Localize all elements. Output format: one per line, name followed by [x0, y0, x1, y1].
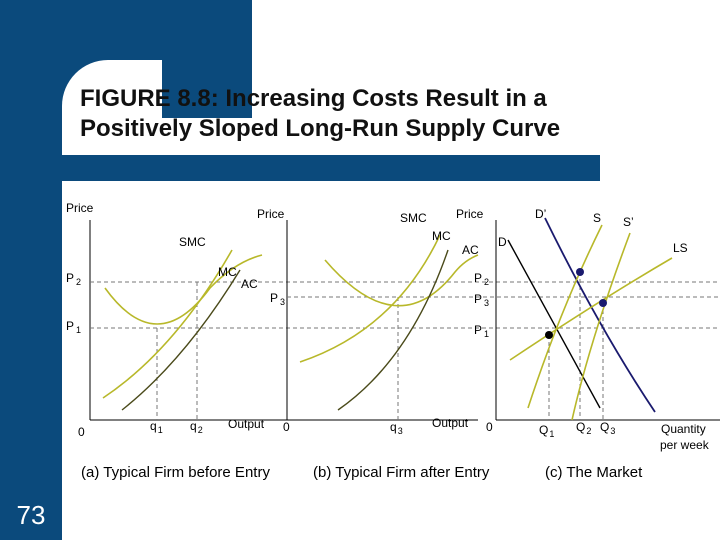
- panel-c-Q2-label: Q2: [576, 420, 591, 436]
- panel-c-s-label: S: [593, 211, 601, 225]
- panel-b-ac-curve: [324, 254, 479, 307]
- panel-c-Q1-label: Q1: [539, 423, 554, 439]
- title-underline-bar: [62, 155, 600, 181]
- panel-b-origin: 0: [283, 420, 290, 434]
- panel-b-price-label: Price: [257, 207, 285, 221]
- panel-a-ac-curve: [104, 254, 263, 325]
- panel-c-price-label: Price: [456, 207, 484, 221]
- panel-c-d-label: D: [498, 235, 507, 249]
- panel-a-smc-label: SMC: [179, 235, 206, 249]
- page-number: 73: [16, 500, 46, 530]
- panel-c-supply-s-prime: [571, 232, 631, 421]
- slide-title-line2: Positively Sloped Long-Run Supply Curve: [80, 115, 561, 142]
- panel-c-Q3-label: Q3: [600, 420, 615, 436]
- panel-a-price-label: Price: [66, 201, 94, 215]
- panel-b-output-label: Output: [432, 416, 469, 430]
- panel-c-quantity-label-line2: per week: [660, 438, 710, 452]
- panel-c-ls-label: LS: [673, 241, 688, 255]
- panel-a-mc-label: MC: [218, 265, 237, 279]
- panel-b-smc-curve: [299, 234, 441, 363]
- panel-a-caption: (a) Typical Firm before Entry: [81, 464, 270, 481]
- slide-side-band: [0, 0, 62, 540]
- slide-corner-curve: [62, 60, 162, 160]
- panel-a-origin: 0: [78, 425, 85, 439]
- panel-a-output-label: Output: [228, 417, 265, 431]
- panel-b-smc-label: SMC: [400, 211, 427, 225]
- panel-a-q2-label: q2: [190, 419, 203, 435]
- panel-c-caption: (c) The Market: [545, 464, 643, 481]
- panel-c-demand-d: [507, 239, 601, 409]
- panel-b-q3-label: q3: [390, 420, 403, 436]
- panel-b-caption: (b) Typical Firm after Entry: [313, 464, 490, 481]
- panel-c-origin: 0: [486, 420, 493, 434]
- panel-c-long-run-supply: [509, 257, 673, 361]
- panel-a-ac-label: AC: [241, 277, 258, 291]
- panel-c-supply-s: [527, 224, 603, 409]
- panel-c-demand-d-prime: [544, 217, 656, 413]
- slide-title-line1: FIGURE 8.8: Increasing Costs Result in a: [80, 85, 547, 112]
- equilibrium-point-initial: [545, 331, 553, 339]
- panel-c-quantity-label-line1: Quantity: [661, 422, 706, 436]
- panel-c-s-prime-label: S’: [623, 215, 634, 229]
- panel-c-d-prime-label: D’: [535, 207, 546, 221]
- panel-b-ac-label: AC: [462, 243, 479, 257]
- panel-a-mc-curve: [121, 269, 241, 411]
- panel-b-mc-label: MC: [432, 229, 451, 243]
- panel-b-mc-curve: [337, 249, 449, 411]
- slide-title: FIGURE 8.8: Increasing Costs Result in a…: [80, 84, 680, 144]
- panel-a-q1-label: q1: [150, 419, 163, 435]
- panel-a-smc-curve: [102, 249, 233, 399]
- equilibrium-point-short-run: [576, 268, 584, 276]
- equilibrium-point-long-run: [599, 299, 607, 307]
